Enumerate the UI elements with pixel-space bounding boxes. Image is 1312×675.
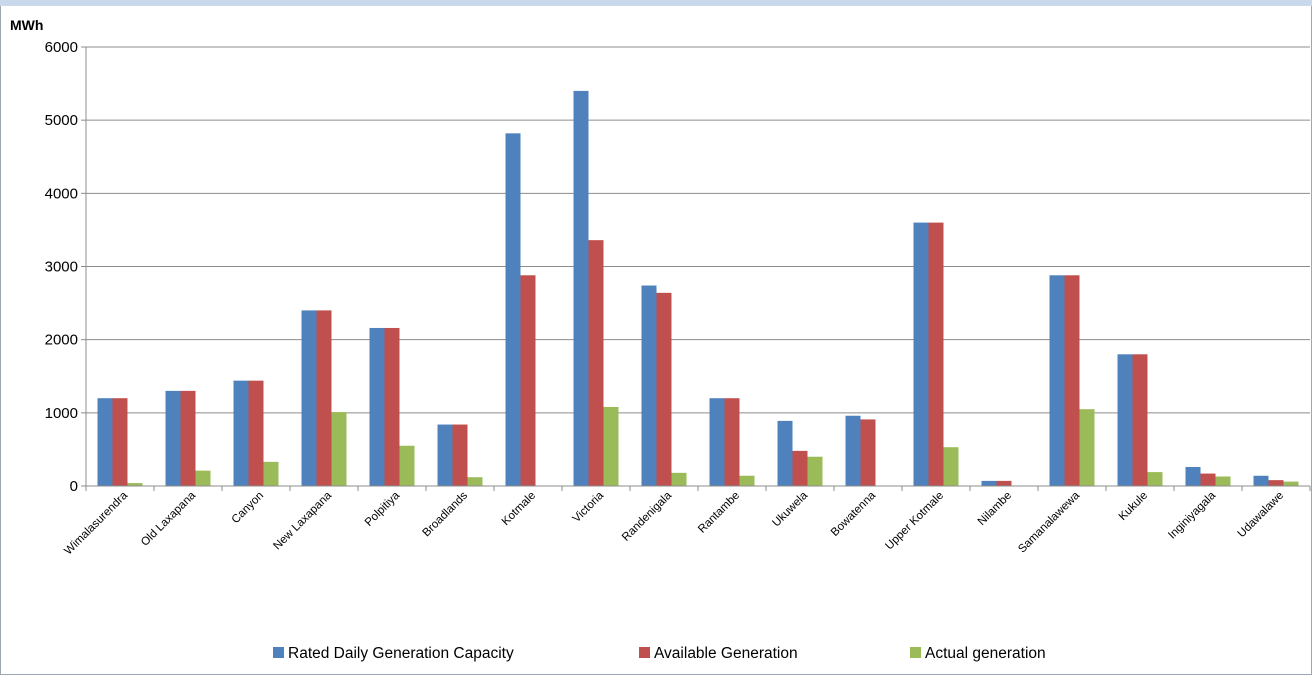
bar-randenigala-series-2 bbox=[656, 292, 672, 486]
bar-kukule-series-3 bbox=[1147, 472, 1163, 486]
x-tick-label: Polpitiya bbox=[363, 489, 403, 529]
bar-kukule-series-1 bbox=[1117, 354, 1133, 486]
bar-new-laxapana-series-2 bbox=[316, 310, 332, 486]
legend-label: Available Generation bbox=[654, 645, 798, 662]
bar-upper-kotmale-series-2 bbox=[928, 222, 944, 486]
bar-wimalasurendra-series-2 bbox=[112, 398, 128, 486]
bar-old-laxapana-series-2 bbox=[180, 390, 196, 486]
x-tick-label: New Laxapana bbox=[271, 489, 334, 552]
bar-ukuwela-series-3 bbox=[807, 456, 823, 486]
x-tick-label: Ukuwela bbox=[770, 489, 810, 529]
bar-kukule-series-2 bbox=[1132, 354, 1148, 486]
bar-udawalawe-series-1 bbox=[1253, 475, 1269, 486]
bar-new-laxapana-series-1 bbox=[301, 310, 317, 486]
bars bbox=[97, 90, 1299, 487]
x-tick-label: Inginiyagala bbox=[1166, 489, 1218, 541]
legend-swatch bbox=[273, 647, 284, 658]
bar-canyon-series-2 bbox=[248, 380, 264, 486]
y-tick-label: 2000 bbox=[45, 332, 78, 349]
bar-upper-kotmale-series-1 bbox=[913, 222, 929, 486]
bar-wimalasurendra-series-3 bbox=[127, 483, 143, 486]
bar-bowatenna-series-1 bbox=[845, 415, 861, 486]
legend-swatch bbox=[639, 647, 650, 658]
window-top-bar bbox=[0, 0, 1312, 6]
y-tick-label: 1000 bbox=[45, 405, 78, 422]
bar-broadlands-series-2 bbox=[452, 424, 468, 486]
bar-udawalawe-series-2 bbox=[1268, 480, 1284, 486]
bar-inginiyagala-series-1 bbox=[1185, 466, 1201, 486]
x-tick-label: Bowatenna bbox=[829, 489, 879, 539]
gridlines bbox=[86, 46, 1310, 414]
x-tick-label: Nilambe bbox=[976, 490, 1014, 528]
bar-randenigala-series-3 bbox=[671, 472, 687, 486]
bar-samanalawewa-series-3 bbox=[1079, 409, 1095, 486]
bar-wimalasurendra-series-1 bbox=[97, 398, 113, 486]
bar-udawalawe-series-3 bbox=[1283, 481, 1299, 486]
bar-nilambe-series-1 bbox=[981, 480, 997, 486]
bar-samanalawewa-series-1 bbox=[1049, 275, 1065, 486]
x-axis-ticks: Wimalasurendra Old Laxapana Canyon New Laxa… bbox=[62, 486, 1311, 557]
bar-inginiyagala-series-3 bbox=[1215, 476, 1231, 486]
bar-polpitiya-series-1 bbox=[369, 327, 385, 486]
x-tick-label: Randenigala bbox=[620, 489, 675, 544]
bar-polpitiya-series-3 bbox=[399, 445, 415, 486]
y-tick-label: 3000 bbox=[45, 259, 78, 276]
bar-kotmale-series-2 bbox=[520, 275, 536, 486]
bar-bowatenna-series-2 bbox=[860, 419, 876, 486]
bar-old-laxapana-series-3 bbox=[195, 470, 211, 486]
legend: Rated Daily Generation Capacity Available… bbox=[273, 645, 1046, 662]
bar-victoria-series-2 bbox=[588, 240, 604, 486]
bar-nilambe-series-2 bbox=[996, 480, 1012, 486]
bar-broadlands-series-3 bbox=[467, 477, 483, 486]
x-tick-label: Broadlands bbox=[420, 489, 470, 539]
y-tick-label: 5000 bbox=[45, 112, 78, 129]
legend-label: Rated Daily Generation Capacity bbox=[288, 645, 514, 662]
bar-polpitiya-series-2 bbox=[384, 327, 400, 486]
bar-broadlands-series-1 bbox=[437, 424, 453, 486]
bar-victoria-series-1 bbox=[573, 90, 589, 487]
bar-canyon-series-1 bbox=[233, 380, 249, 486]
bar-inginiyagala-series-2 bbox=[1200, 473, 1216, 486]
x-tick-label: Victoria bbox=[571, 489, 607, 525]
bar-samanalawewa-series-2 bbox=[1064, 275, 1080, 486]
x-tick-label: Samanalawewa bbox=[1016, 489, 1082, 555]
bar-canyon-series-3 bbox=[263, 461, 279, 486]
y-tick-label: 6000 bbox=[45, 39, 78, 56]
y-tick-label: 4000 bbox=[45, 185, 78, 202]
x-tick-label: Canyon bbox=[230, 490, 267, 527]
bar-rantambe-series-1 bbox=[709, 398, 725, 486]
bar-ukuwela-series-1 bbox=[777, 420, 793, 486]
x-tick-label: Old Laxapana bbox=[139, 489, 199, 549]
bar-victoria-series-3 bbox=[603, 406, 619, 486]
bar-new-laxapana-series-3 bbox=[331, 412, 347, 486]
y-axis-ticks: 0 1000 2000 3000 4000 5000 6000 bbox=[45, 39, 86, 495]
bar-rantambe-series-2 bbox=[724, 398, 740, 486]
x-tick-label: Upper Kotmale bbox=[883, 490, 946, 553]
bar-randenigala-series-1 bbox=[641, 285, 657, 486]
bar-ukuwela-series-2 bbox=[792, 450, 808, 486]
x-tick-label: Wimalasurendra bbox=[62, 489, 130, 557]
x-tick-label: Kotmale bbox=[500, 490, 538, 528]
x-tick-label: Kukule bbox=[1117, 490, 1150, 523]
y-tick-label: 0 bbox=[70, 478, 78, 495]
x-tick-label: Rantambe bbox=[696, 490, 742, 536]
bar-kotmale-series-1 bbox=[505, 133, 521, 486]
x-tick-label: Udawalawe bbox=[1236, 490, 1287, 541]
y-axis-title: MWh bbox=[10, 17, 43, 33]
bar-rantambe-series-3 bbox=[739, 475, 755, 486]
bar-upper-kotmale-series-3 bbox=[943, 447, 959, 486]
legend-label: Actual generation bbox=[925, 645, 1046, 662]
bar-old-laxapana-series-1 bbox=[165, 390, 181, 486]
legend-swatch bbox=[910, 647, 921, 658]
